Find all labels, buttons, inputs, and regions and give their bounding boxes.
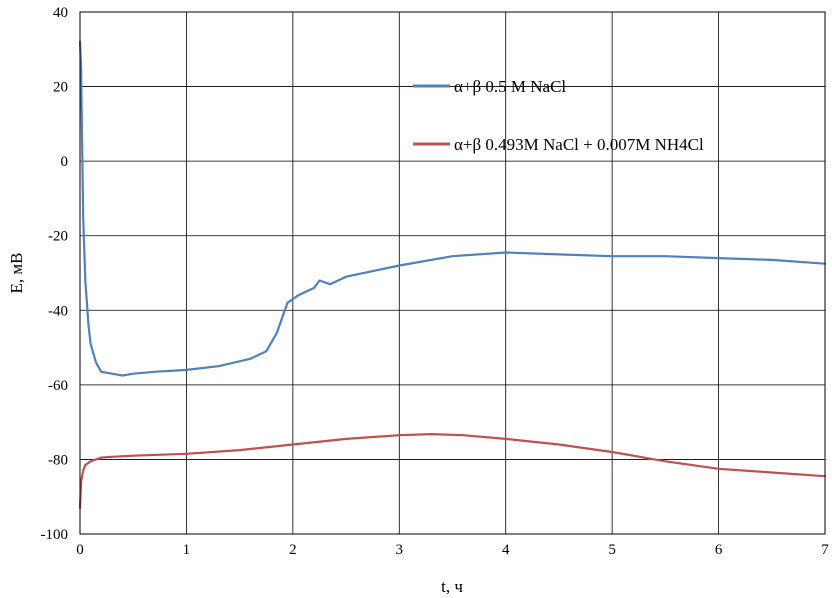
legend-label-series-2: α+β 0.493M NaCl + 0.007M NH4Cl — [454, 135, 704, 154]
y-tick-label: 40 — [53, 5, 68, 21]
series-layer — [78, 40, 827, 509]
x-tick-label: 0 — [76, 542, 84, 558]
x-tick-label: 7 — [821, 542, 829, 558]
y-tick-label: -40 — [48, 303, 68, 319]
x-tick-label: 3 — [396, 542, 404, 558]
legend-label-series-1: α+β 0.5 M NaCl — [454, 77, 566, 96]
series-line-1 — [78, 40, 827, 377]
y-tick-label: -80 — [48, 452, 68, 468]
y-tick-label: -20 — [48, 229, 68, 245]
y-tick-label: 20 — [53, 80, 68, 96]
grid — [79, 11, 826, 535]
x-tick-label: 6 — [715, 542, 723, 558]
y-tick-label: -60 — [48, 378, 68, 394]
y-tick-label: 0 — [61, 154, 69, 170]
x-tick-label: 2 — [289, 542, 297, 558]
y-tick-label: -100 — [41, 527, 69, 543]
x-axis-label: t, ч — [441, 577, 463, 596]
legend: α+β 0.5 M NaCl α+β 0.493M NaCl + 0.007M … — [413, 77, 704, 154]
x-tick-label: 5 — [608, 542, 616, 558]
tick-labels: 0 1 2 3 4 5 6 7 -100 -80 -60 -40 -20 0 20 40 — [41, 5, 830, 558]
series-line-2 — [78, 433, 827, 509]
y-axis-label: E, мВ — [7, 253, 26, 294]
plot-frame — [79, 11, 826, 535]
x-tick-label: 1 — [183, 542, 191, 558]
x-tick-label: 4 — [502, 542, 510, 558]
